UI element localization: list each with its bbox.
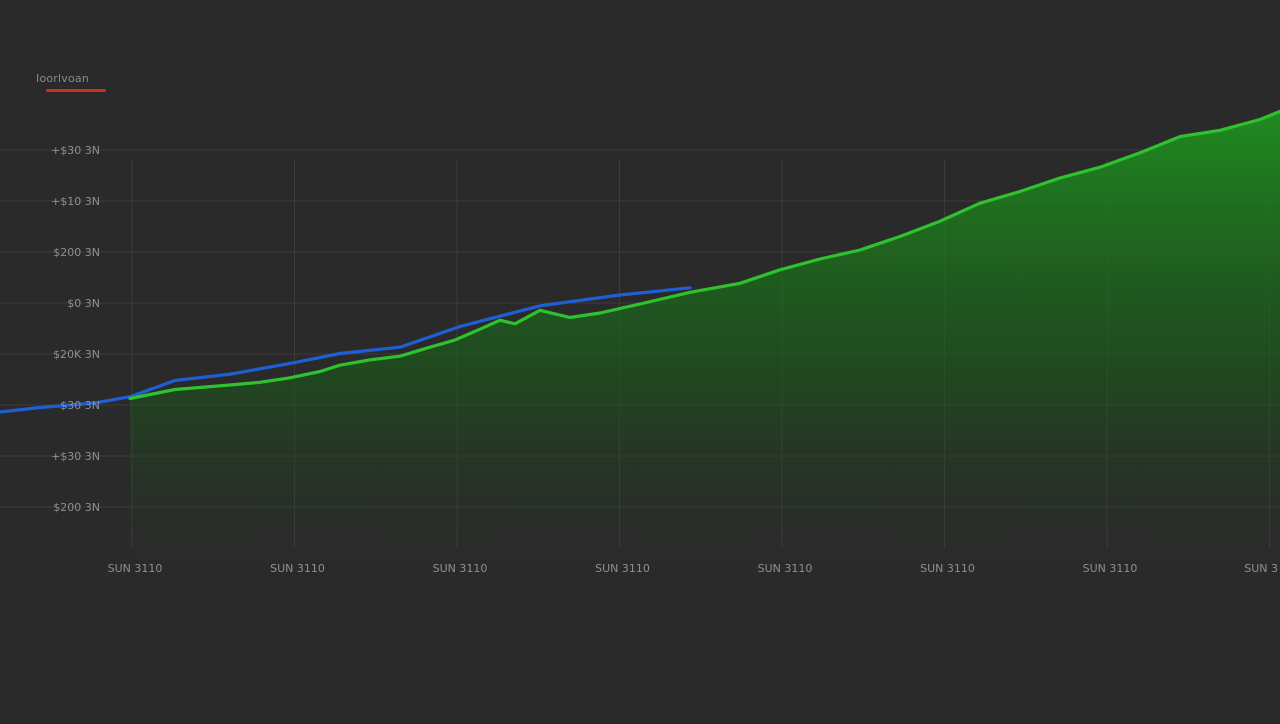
x-tick-label: SUN 3110 <box>433 562 488 575</box>
y-tick-label: $30 3N <box>60 399 100 412</box>
x-tick-label: SUN 3 <box>1244 562 1278 575</box>
y-tick-label: $200 3N <box>53 501 100 514</box>
x-tick-label: SUN 3110 <box>270 562 325 575</box>
y-tick-label: +$10 3N <box>51 195 100 208</box>
legend-swatch <box>46 89 106 92</box>
series-area-fill <box>130 111 1280 590</box>
y-tick-label: $200 3N <box>53 246 100 259</box>
x-tick-label: SUN 3110 <box>108 562 163 575</box>
x-tick-label: SUN 3110 <box>1083 562 1138 575</box>
y-tick-label: $20K 3N <box>53 348 100 361</box>
x-tick-label: SUN 3110 <box>920 562 975 575</box>
legend: Ioorlvoan <box>36 72 106 92</box>
x-tick-label: SUN 3110 <box>595 562 650 575</box>
y-tick-label: +$30 3N <box>51 450 100 463</box>
legend-label: Ioorlvoan <box>36 72 106 85</box>
x-tick-label: SUN 3110 <box>758 562 813 575</box>
series-area <box>130 111 1280 590</box>
y-axis-ticks: +$30 3N +$10 3N $200 3N $0 3N $20K 3N $30 3N +… <box>51 144 100 514</box>
y-tick-label: +$30 3N <box>51 144 100 157</box>
y-tick-label: $0 3N <box>67 297 100 310</box>
